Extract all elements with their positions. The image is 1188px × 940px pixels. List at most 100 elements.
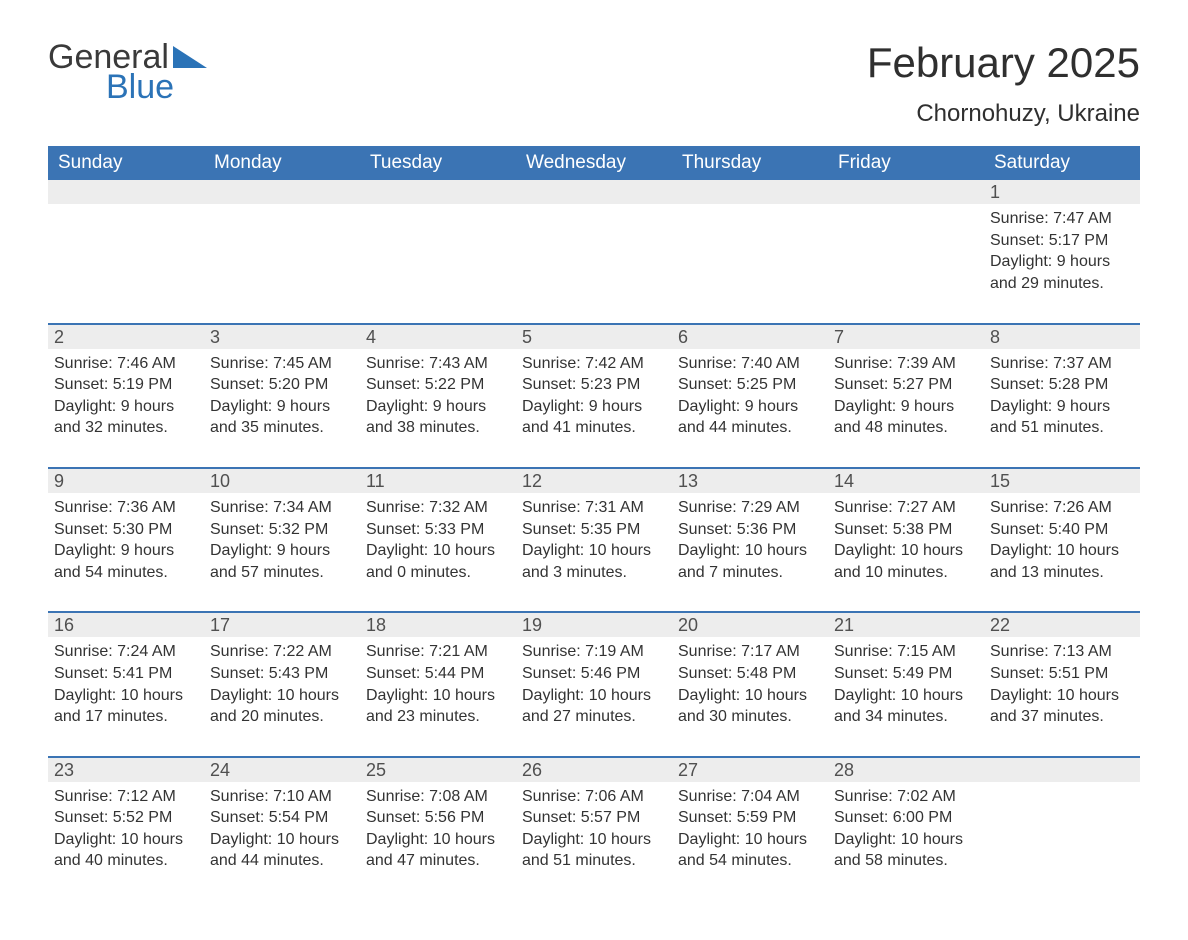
daylight-line: and 58 minutes. <box>834 850 978 872</box>
calendar-day-cell <box>828 180 984 323</box>
day-number-band: 2 <box>48 325 204 349</box>
daylight-line: Daylight: 10 hours <box>990 685 1134 707</box>
day-number-band: 25 <box>360 758 516 782</box>
daylight-line: and 51 minutes. <box>522 850 666 872</box>
day-number-band: 13 <box>672 469 828 493</box>
day-body: Sunrise: 7:13 AMSunset: 5:51 PMDaylight:… <box>984 637 1140 755</box>
day-number-band: 7 <box>828 325 984 349</box>
daylight-line: and 34 minutes. <box>834 706 978 728</box>
daylight-line: and 17 minutes. <box>54 706 198 728</box>
daylight-line: Daylight: 10 hours <box>834 685 978 707</box>
sunrise-line: Sunrise: 7:32 AM <box>366 497 510 519</box>
calendar-day-cell: 5Sunrise: 7:42 AMSunset: 5:23 PMDaylight… <box>516 324 672 468</box>
calendar-day-cell: 21Sunrise: 7:15 AMSunset: 5:49 PMDayligh… <box>828 612 984 756</box>
day-number: 13 <box>678 471 698 491</box>
day-number-band <box>516 180 672 204</box>
sunrise-line: Sunrise: 7:15 AM <box>834 641 978 663</box>
sunrise-line: Sunrise: 7:26 AM <box>990 497 1134 519</box>
daylight-line: Daylight: 9 hours <box>678 396 822 418</box>
calendar-day-cell: 20Sunrise: 7:17 AMSunset: 5:48 PMDayligh… <box>672 612 828 756</box>
daylight-line: Daylight: 9 hours <box>54 540 198 562</box>
daylight-line: and 3 minutes. <box>522 562 666 584</box>
day-body: Sunrise: 7:27 AMSunset: 5:38 PMDaylight:… <box>828 493 984 611</box>
calendar-day-cell: 3Sunrise: 7:45 AMSunset: 5:20 PMDaylight… <box>204 324 360 468</box>
day-number-band: 16 <box>48 613 204 637</box>
day-number-band: 26 <box>516 758 672 782</box>
day-number: 5 <box>522 327 532 347</box>
daylight-line: Daylight: 9 hours <box>522 396 666 418</box>
daylight-line: Daylight: 10 hours <box>210 685 354 707</box>
day-body: Sunrise: 7:22 AMSunset: 5:43 PMDaylight:… <box>204 637 360 755</box>
sunset-line: Sunset: 5:27 PM <box>834 374 978 396</box>
day-number-band <box>984 758 1140 782</box>
daylight-line: Daylight: 10 hours <box>678 540 822 562</box>
day-number-band: 20 <box>672 613 828 637</box>
month-title: February 2025 <box>867 40 1140 86</box>
day-body: Sunrise: 7:15 AMSunset: 5:49 PMDaylight:… <box>828 637 984 755</box>
day-number: 2 <box>54 327 64 347</box>
sunrise-line: Sunrise: 7:27 AM <box>834 497 978 519</box>
day-body <box>516 204 672 300</box>
sunrise-line: Sunrise: 7:45 AM <box>210 353 354 375</box>
daylight-line: and 27 minutes. <box>522 706 666 728</box>
daylight-line: Daylight: 10 hours <box>366 540 510 562</box>
day-body: Sunrise: 7:21 AMSunset: 5:44 PMDaylight:… <box>360 637 516 755</box>
daylight-line: Daylight: 9 hours <box>834 396 978 418</box>
daylight-line: and 40 minutes. <box>54 850 198 872</box>
daylight-line: and 54 minutes. <box>54 562 198 584</box>
daylight-line: Daylight: 10 hours <box>54 829 198 851</box>
day-number: 8 <box>990 327 1000 347</box>
sunrise-line: Sunrise: 7:40 AM <box>678 353 822 375</box>
day-body: Sunrise: 7:17 AMSunset: 5:48 PMDaylight:… <box>672 637 828 755</box>
day-number-band: 17 <box>204 613 360 637</box>
calendar-day-cell: 13Sunrise: 7:29 AMSunset: 5:36 PMDayligh… <box>672 468 828 612</box>
day-number: 23 <box>54 760 74 780</box>
day-body: Sunrise: 7:26 AMSunset: 5:40 PMDaylight:… <box>984 493 1140 611</box>
daylight-line: and 30 minutes. <box>678 706 822 728</box>
day-number: 3 <box>210 327 220 347</box>
sunrise-line: Sunrise: 7:17 AM <box>678 641 822 663</box>
day-number-band: 8 <box>984 325 1140 349</box>
day-number-band: 15 <box>984 469 1140 493</box>
daylight-line: Daylight: 9 hours <box>990 396 1134 418</box>
daylight-line: and 44 minutes. <box>678 417 822 439</box>
calendar-day-cell: 17Sunrise: 7:22 AMSunset: 5:43 PMDayligh… <box>204 612 360 756</box>
weekday-header: Thursday <box>672 146 828 180</box>
calendar-day-cell: 19Sunrise: 7:19 AMSunset: 5:46 PMDayligh… <box>516 612 672 756</box>
daylight-line: Daylight: 10 hours <box>522 829 666 851</box>
daylight-line: Daylight: 9 hours <box>990 251 1134 273</box>
daylight-line: and 44 minutes. <box>210 850 354 872</box>
sunset-line: Sunset: 5:46 PM <box>522 663 666 685</box>
calendar-week-row: 16Sunrise: 7:24 AMSunset: 5:41 PMDayligh… <box>48 612 1140 756</box>
sunrise-line: Sunrise: 7:22 AM <box>210 641 354 663</box>
sunrise-line: Sunrise: 7:47 AM <box>990 208 1134 230</box>
sunrise-line: Sunrise: 7:08 AM <box>366 786 510 808</box>
day-number-band: 3 <box>204 325 360 349</box>
calendar-table: Sunday Monday Tuesday Wednesday Thursday… <box>48 146 1140 900</box>
calendar-day-cell: 14Sunrise: 7:27 AMSunset: 5:38 PMDayligh… <box>828 468 984 612</box>
day-number-band: 14 <box>828 469 984 493</box>
sunset-line: Sunset: 5:36 PM <box>678 519 822 541</box>
sunset-line: Sunset: 5:28 PM <box>990 374 1134 396</box>
day-body: Sunrise: 7:19 AMSunset: 5:46 PMDaylight:… <box>516 637 672 755</box>
calendar-day-cell: 24Sunrise: 7:10 AMSunset: 5:54 PMDayligh… <box>204 757 360 900</box>
daylight-line: and 23 minutes. <box>366 706 510 728</box>
day-number: 21 <box>834 615 854 635</box>
day-number: 20 <box>678 615 698 635</box>
calendar-day-cell: 1Sunrise: 7:47 AMSunset: 5:17 PMDaylight… <box>984 180 1140 323</box>
day-number: 26 <box>522 760 542 780</box>
calendar-day-cell <box>516 180 672 323</box>
daylight-line: and 57 minutes. <box>210 562 354 584</box>
day-body <box>204 204 360 300</box>
daylight-line: and 32 minutes. <box>54 417 198 439</box>
calendar-day-cell: 26Sunrise: 7:06 AMSunset: 5:57 PMDayligh… <box>516 757 672 900</box>
daylight-line: Daylight: 9 hours <box>210 540 354 562</box>
sunset-line: Sunset: 6:00 PM <box>834 807 978 829</box>
daylight-line: and 48 minutes. <box>834 417 978 439</box>
title-block: February 2025 Chornohuzy, Ukraine <box>867 40 1140 128</box>
day-number-band: 18 <box>360 613 516 637</box>
sunrise-line: Sunrise: 7:24 AM <box>54 641 198 663</box>
daylight-line: and 47 minutes. <box>366 850 510 872</box>
daylight-line: and 37 minutes. <box>990 706 1134 728</box>
sunrise-line: Sunrise: 7:04 AM <box>678 786 822 808</box>
